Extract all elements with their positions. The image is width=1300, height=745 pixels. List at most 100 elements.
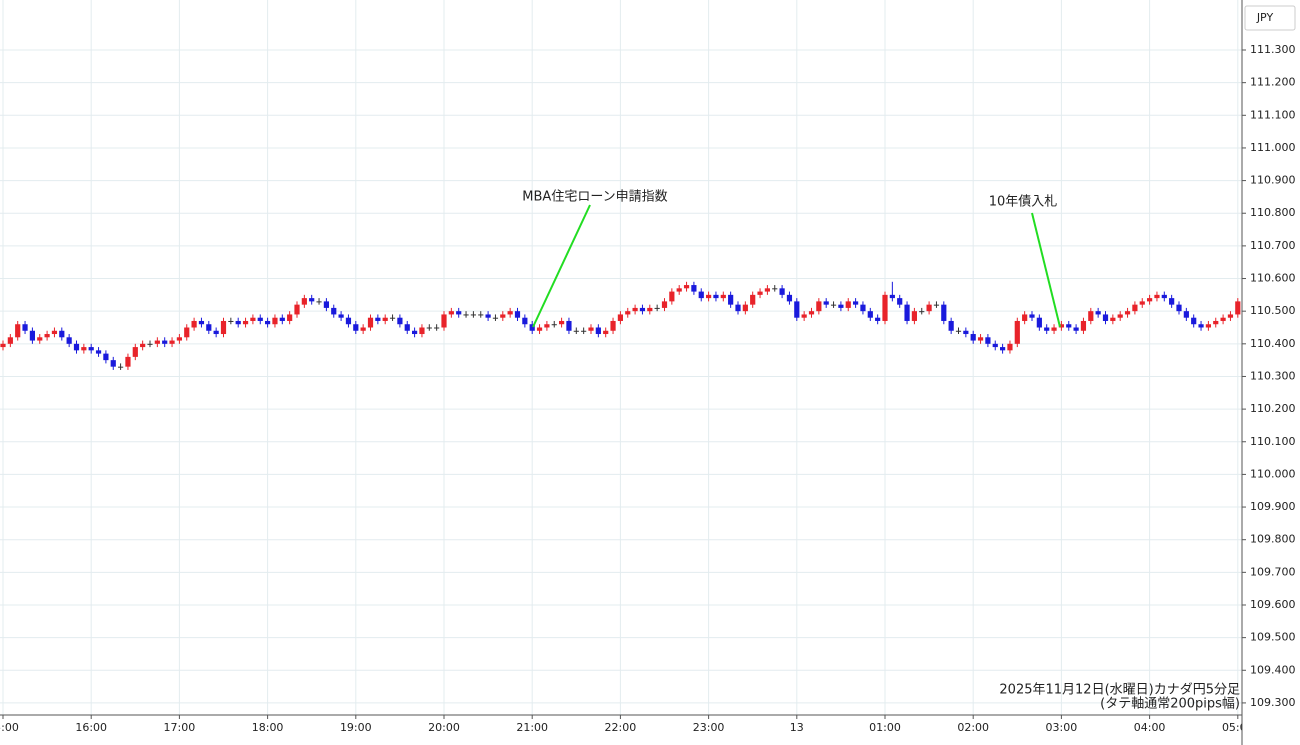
- y-tick-label: 110.300: [1250, 369, 1296, 382]
- candle-body: [287, 314, 293, 321]
- candle-body: [860, 304, 866, 312]
- y-tick-label: 110.800: [1250, 206, 1296, 219]
- y-tick-label: 110.200: [1250, 402, 1296, 415]
- candle-body: [647, 307, 653, 312]
- candle-body: [632, 307, 638, 312]
- currency-label: JPY: [1256, 11, 1274, 24]
- candle-body: [22, 324, 28, 331]
- candle-body: [250, 317, 256, 321]
- x-tick-label: 16:00: [75, 721, 107, 734]
- candle-body: [37, 337, 43, 341]
- candle-body: [382, 317, 388, 321]
- x-tick-label: 03:00: [1046, 721, 1078, 734]
- y-tick-label: 109.900: [1250, 500, 1296, 513]
- candle-body: [1044, 327, 1050, 331]
- candle-body: [985, 337, 991, 344]
- candle-body: [728, 294, 734, 305]
- candle-body: [1169, 298, 1175, 305]
- candle-body: [1022, 314, 1028, 321]
- candle-body: [1080, 320, 1087, 331]
- candle-body: [294, 304, 300, 315]
- candle-body: [1161, 294, 1167, 299]
- candle-body: [154, 340, 160, 344]
- candle-body: [1029, 314, 1035, 318]
- candle-body: [764, 288, 770, 292]
- y-tick-label: 110.400: [1250, 337, 1296, 350]
- candle-body: [757, 291, 763, 295]
- x-tick-label: 01:00: [869, 721, 901, 734]
- candle-body: [331, 307, 337, 315]
- candle-body: [1124, 311, 1131, 315]
- candle-body: [338, 314, 344, 318]
- candle-body: [162, 340, 168, 344]
- candle-body: [603, 330, 609, 335]
- candle-body: [470, 314, 476, 316]
- annotation-label: MBA住宅ローン申請指数: [522, 190, 667, 205]
- candle-body: [492, 317, 499, 319]
- candle-body: [309, 298, 315, 302]
- candle-body: [1066, 324, 1072, 328]
- candle-body: [140, 343, 146, 348]
- candle-body: [441, 314, 447, 328]
- x-tick-label: 23:00: [693, 721, 725, 734]
- candle-body: [544, 324, 550, 328]
- y-tick-label: 110.100: [1250, 435, 1296, 448]
- x-tick-label: 21:00: [516, 721, 548, 734]
- candle-body: [1014, 320, 1020, 344]
- candle-body: [265, 320, 271, 325]
- candle-body: [397, 317, 403, 325]
- candle-body: [88, 347, 94, 351]
- candle-body: [434, 327, 440, 329]
- candle-body: [1227, 314, 1234, 318]
- candle-body: [272, 317, 278, 325]
- candle-body: [316, 301, 322, 303]
- candle-body: [904, 304, 910, 321]
- candle-body: [536, 327, 543, 331]
- candle-body: [977, 337, 984, 341]
- y-tick-label: 110.500: [1250, 304, 1296, 317]
- candle-body: [360, 327, 366, 331]
- y-tick-label: 111.000: [1250, 141, 1296, 154]
- candle-body: [15, 324, 21, 338]
- candle-body: [228, 320, 234, 322]
- candle-body: [786, 294, 793, 302]
- candle-body: [1036, 317, 1042, 328]
- candle-body: [1220, 317, 1226, 321]
- candle-body: [353, 324, 359, 331]
- candle-body: [1132, 304, 1138, 312]
- candle-body: [1147, 298, 1153, 302]
- candle-body: [0, 343, 6, 348]
- candle-body: [478, 314, 484, 316]
- candle-body: [279, 317, 285, 321]
- candle-body: [933, 304, 940, 306]
- y-tick-label: 109.800: [1250, 533, 1296, 546]
- annotations: MBA住宅ローン申請指数 10年債入札: [522, 190, 1061, 328]
- y-tick-label: 110.900: [1250, 174, 1296, 187]
- candle-body: [955, 330, 962, 332]
- candle-body: [588, 327, 594, 331]
- candle-body: [367, 317, 374, 328]
- footer-date: 2025年11月12日(水曜日)カナダ円5分足: [999, 683, 1240, 698]
- candle-body: [889, 294, 895, 299]
- candle-body: [529, 324, 535, 331]
- y-tick-label: 111.300: [1250, 43, 1296, 56]
- candle-body: [581, 330, 587, 332]
- candle-body: [103, 353, 109, 361]
- candle-body: [1198, 324, 1204, 328]
- candle-body: [941, 304, 947, 321]
- candle-body: [838, 304, 844, 308]
- x-tick-label: 22:00: [605, 721, 637, 734]
- candle-body: [735, 304, 741, 312]
- candle-body: [110, 360, 116, 367]
- candle-body: [794, 301, 800, 318]
- y-tick-label: 109.400: [1250, 663, 1296, 676]
- candle-body: [845, 301, 851, 308]
- candle-body: [242, 320, 249, 325]
- candle-body: [44, 334, 50, 338]
- candle-body: [66, 337, 72, 344]
- candle-body: [456, 311, 462, 315]
- annotation-label: 10年債入札: [989, 195, 1058, 210]
- candle-body: [1205, 324, 1211, 328]
- candle-body: [125, 356, 131, 367]
